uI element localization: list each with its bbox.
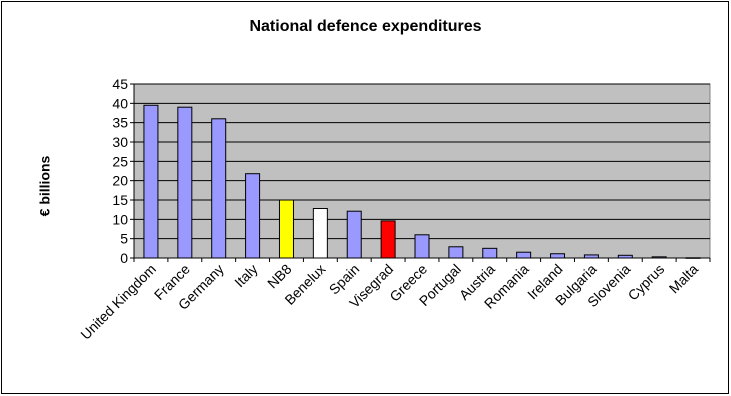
y-tick-label: 10 [112, 211, 128, 227]
y-tick-label: 0 [120, 250, 128, 266]
chart-title: National defence expenditures [249, 18, 482, 35]
bar [346, 210, 362, 259]
y-tick-label: 15 [112, 192, 128, 208]
bar [482, 247, 498, 259]
bar [380, 220, 396, 259]
plot-area [133, 83, 711, 259]
y-tick-label: 35 [112, 115, 128, 131]
bar [651, 256, 667, 259]
bar [143, 104, 159, 259]
y-tick-label: 30 [112, 134, 128, 150]
bar [414, 234, 430, 259]
bar [177, 106, 193, 259]
y-tick-label: 25 [112, 153, 128, 169]
y-tick-label: 40 [112, 95, 128, 111]
bar [245, 173, 261, 259]
y-tick-label: 5 [120, 231, 128, 247]
bar [278, 199, 294, 259]
bar [583, 254, 599, 259]
bar [448, 246, 464, 259]
x-tick-label: Malta [666, 261, 702, 297]
bar [211, 118, 227, 259]
y-tick-label: 45 [112, 76, 128, 92]
y-tick-label: 20 [112, 173, 128, 189]
bar [685, 257, 701, 259]
x-tick-label: Italy [231, 261, 260, 290]
bar [617, 254, 633, 259]
bar [516, 251, 532, 259]
bar [550, 253, 566, 259]
x-tick-label: United Kingdom [77, 261, 159, 343]
bar [312, 208, 328, 259]
x-tick-label: Cyprus [625, 261, 668, 304]
